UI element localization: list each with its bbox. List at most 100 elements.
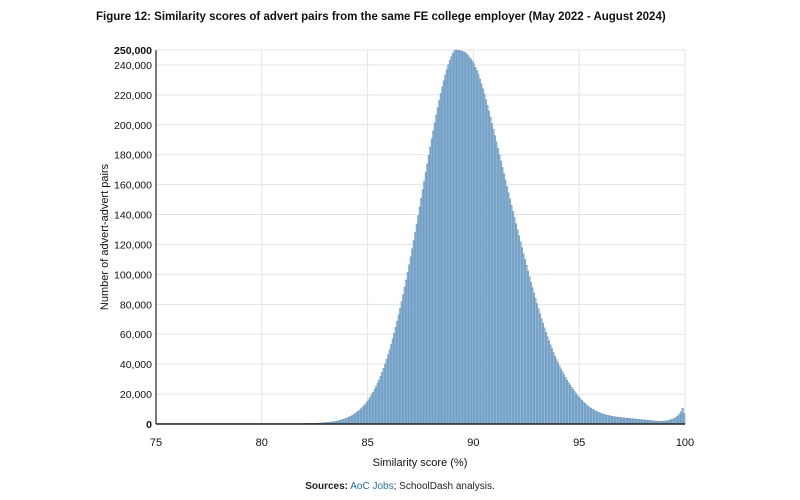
y-tick-label: 140,000: [114, 210, 152, 222]
histogram-bar: [424, 172, 427, 425]
histogram-bar: [396, 321, 399, 425]
histogram-bar: [399, 308, 402, 425]
histogram-bar: [603, 414, 606, 425]
histogram-bar: [633, 418, 636, 425]
histogram-bar: [393, 333, 396, 425]
histogram-bar: [552, 352, 555, 425]
source-note: Sources: AoC Jobs; SchoolDash analysis.: [0, 481, 800, 492]
histogram-bar: [471, 60, 474, 425]
histogram-bar: [516, 229, 519, 425]
histogram-bar: [505, 186, 508, 425]
histogram-bar: [343, 418, 346, 425]
histogram-bar: [608, 415, 611, 425]
histogram-bar: [593, 409, 596, 425]
histogram-bar: [366, 401, 369, 425]
histogram-bar: [507, 192, 510, 425]
histogram-bar: [472, 63, 475, 425]
histogram-bar: [486, 105, 489, 425]
source-suffix: ; SchoolDash analysis.: [393, 481, 495, 492]
histogram-bar: [600, 413, 603, 425]
histogram-bar: [388, 349, 391, 425]
histogram-bar: [426, 163, 429, 425]
histogram-bar: [609, 415, 612, 425]
histogram-bar: [390, 344, 393, 425]
histogram-bar: [528, 276, 531, 425]
histogram-bar: [677, 415, 680, 425]
histogram-bar: [521, 247, 523, 425]
histogram-bar: [551, 348, 553, 425]
y-tick-label: 200,000: [114, 120, 152, 132]
x-tick-label: 95: [573, 437, 585, 449]
y-tick-label: 250,000: [114, 45, 152, 57]
histogram-bar: [462, 51, 465, 425]
histogram-bar: [599, 412, 602, 425]
histogram-bar: [626, 417, 629, 425]
histogram-bar: [375, 386, 378, 425]
histogram-bar: [465, 53, 468, 425]
y-tick-label: 220,000: [114, 90, 152, 102]
histogram-bar: [489, 116, 492, 425]
histogram-bar: [519, 241, 522, 425]
histogram-bar: [406, 272, 409, 425]
y-tick-label: 40,000: [120, 359, 152, 371]
y-tick-label: 180,000: [114, 150, 152, 162]
histogram-bar: [378, 379, 381, 425]
histogram-bar: [352, 414, 355, 425]
histogram-bar: [515, 223, 517, 425]
histogram-bar: [511, 211, 514, 425]
histogram-bar: [617, 417, 620, 425]
histogram-bar: [469, 58, 472, 425]
histogram-bar: [444, 74, 447, 425]
histogram-bar: [630, 418, 633, 425]
histogram-bar: [504, 179, 507, 425]
histogram-bar: [678, 413, 681, 425]
histogram-bar: [508, 198, 511, 425]
histogram-bar: [364, 403, 367, 425]
histogram-bar: [373, 389, 376, 425]
source-link-aoc-jobs[interactable]: AoC Jobs: [350, 481, 394, 492]
histogram-bar: [522, 253, 525, 425]
x-tick-label: 100: [676, 437, 694, 449]
histogram-bar: [579, 398, 582, 425]
histogram-bar: [549, 344, 552, 425]
histogram-bar: [606, 414, 609, 425]
histogram-bar: [397, 314, 400, 425]
y-tick-label: 100,000: [114, 269, 152, 281]
histogram-bar: [623, 417, 626, 425]
histogram-bar: [394, 327, 397, 425]
x-tick-label: 90: [467, 437, 479, 449]
histogram-bar: [545, 332, 547, 425]
histogram-bar: [499, 160, 502, 425]
histogram-bar: [436, 107, 439, 425]
histogram-bar: [492, 129, 495, 425]
histogram-bar: [385, 359, 388, 425]
histogram-bar: [675, 416, 678, 425]
histogram-bar: [594, 410, 597, 425]
histogram-bar: [566, 379, 568, 425]
histogram-bar: [490, 122, 493, 425]
histogram-bar: [418, 206, 421, 425]
histogram-bar: [510, 204, 513, 425]
histogram-bar: [539, 313, 541, 425]
histogram-bar: [421, 189, 424, 425]
histogram-bar: [495, 141, 498, 425]
histogram-bar: [439, 93, 442, 425]
y-axis-label: Number of advert-advert pairs: [99, 163, 111, 310]
histogram-bar: [463, 52, 466, 425]
histogram-bar: [518, 235, 520, 425]
y-tick-label: 80,000: [120, 299, 152, 311]
histogram-bar: [564, 377, 567, 425]
histogram-bar: [360, 408, 363, 425]
histogram-bar: [391, 338, 394, 425]
histogram-bar: [382, 368, 385, 425]
histogram-bar: [572, 389, 574, 425]
histogram-bar: [605, 414, 608, 425]
histogram-bar: [587, 405, 589, 425]
histogram-bar: [543, 327, 546, 425]
x-tick-label: 85: [361, 437, 373, 449]
histogram-bar: [358, 409, 361, 425]
histogram-bar: [557, 362, 559, 425]
histogram-bar: [351, 415, 354, 425]
histogram-bar: [602, 413, 605, 425]
histogram-bar: [540, 318, 543, 425]
